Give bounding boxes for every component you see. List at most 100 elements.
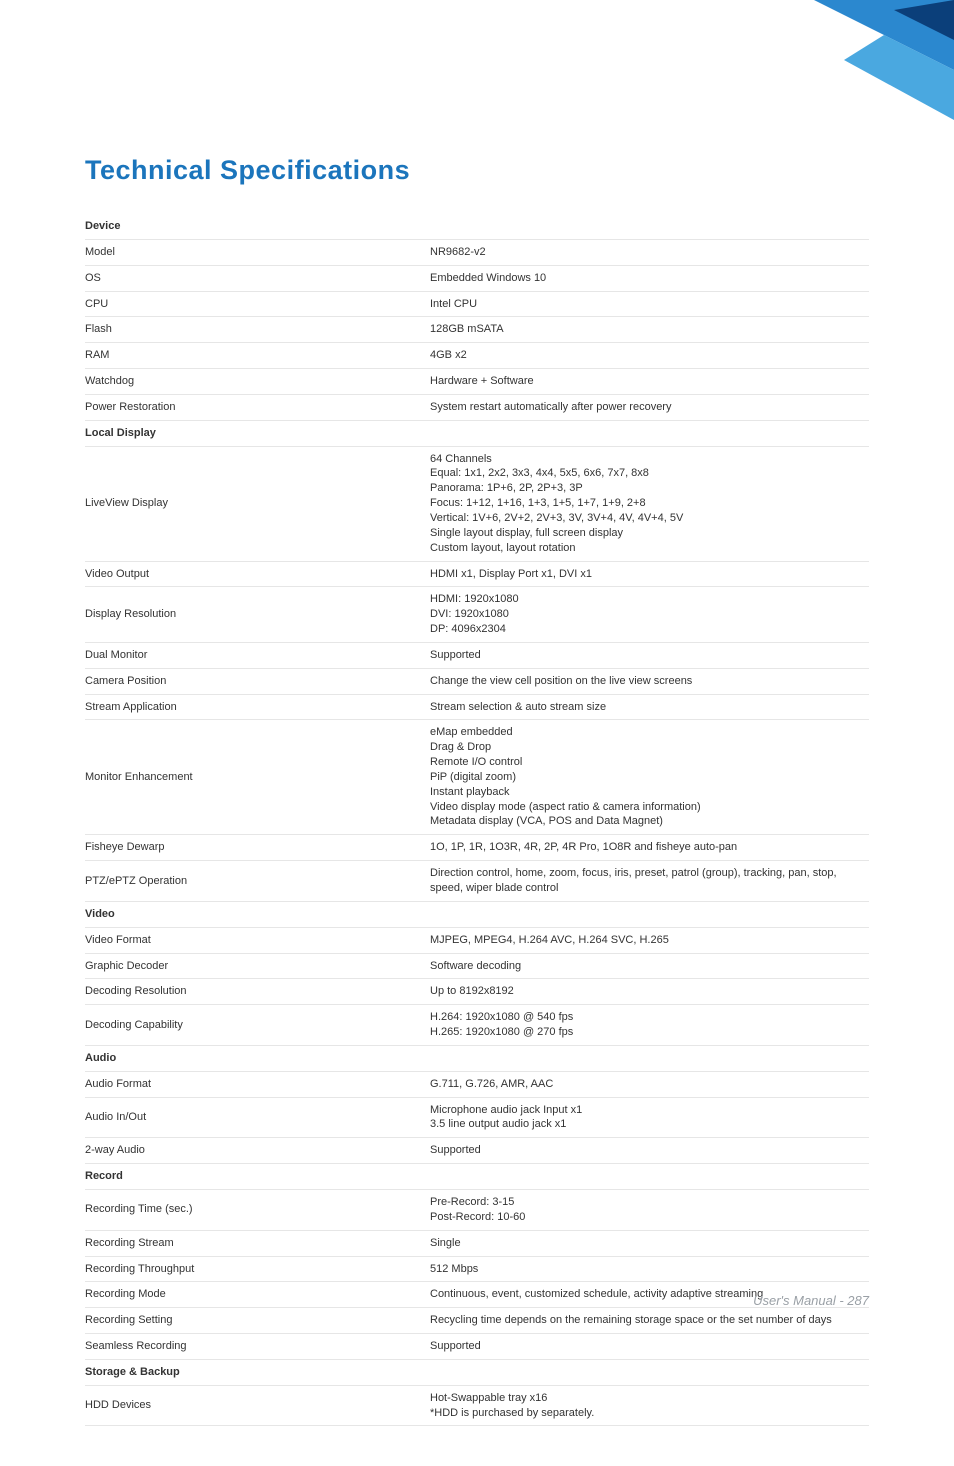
spec-row: Camera PositionChange the view cell posi…: [85, 668, 869, 694]
spec-value: Recycling time depends on the remaining …: [430, 1308, 869, 1334]
spec-value: Supported: [430, 1334, 869, 1360]
spec-row: Recording StreamSingle: [85, 1230, 869, 1256]
spec-value: NR9682-v2: [430, 239, 869, 265]
spec-row: Monitor EnhancementeMap embedded Drag & …: [85, 720, 869, 835]
spec-row: Audio FormatG.711, G.726, AMR, AAC: [85, 1071, 869, 1097]
spec-label: CPU: [85, 291, 430, 317]
spec-row: Seamless RecordingSupported: [85, 1334, 869, 1360]
spec-value: Supported: [430, 642, 869, 668]
spec-row: Recording Throughput512 Mbps: [85, 1256, 869, 1282]
spec-label: Model: [85, 239, 430, 265]
spec-row: Decoding CapabilityH.264: 1920x1080 @ 54…: [85, 1005, 869, 1046]
spec-value: HDMI x1, Display Port x1, DVI x1: [430, 561, 869, 587]
section-title: Storage & Backup: [85, 1359, 869, 1385]
spec-row: Dual MonitorSupported: [85, 642, 869, 668]
spec-value: Direction control, home, zoom, focus, ir…: [430, 861, 869, 902]
spec-label: OS: [85, 265, 430, 291]
spec-row: Fisheye Dewarp1O, 1P, 1R, 1O3R, 4R, 2P, …: [85, 835, 869, 861]
section-title: Audio: [85, 1045, 869, 1071]
spec-label: Watchdog: [85, 369, 430, 395]
spec-row: Decoding ResolutionUp to 8192x8192: [85, 979, 869, 1005]
page-content: Technical Specifications DeviceModelNR96…: [0, 0, 954, 1466]
spec-row: Recording ModeContinuous, event, customi…: [85, 1282, 869, 1308]
spec-row: Audio In/OutMicrophone audio jack Input …: [85, 1097, 869, 1138]
spec-label: Monitor Enhancement: [85, 720, 430, 835]
spec-value: Hardware + Software: [430, 369, 869, 395]
section-title: Device: [85, 214, 869, 239]
spec-row: CPUIntel CPU: [85, 291, 869, 317]
spec-value: Stream selection & auto stream size: [430, 694, 869, 720]
spec-row: Power RestorationSystem restart automati…: [85, 394, 869, 420]
spec-label: Fisheye Dewarp: [85, 835, 430, 861]
spec-value: Up to 8192x8192: [430, 979, 869, 1005]
spec-value: 1O, 1P, 1R, 1O3R, 4R, 2P, 4R Pro, 1O8R a…: [430, 835, 869, 861]
section-header: Device: [85, 214, 869, 239]
spec-value: 4GB x2: [430, 343, 869, 369]
spec-value: eMap embedded Drag & Drop Remote I/O con…: [430, 720, 869, 835]
spec-row: Recording SettingRecycling time depends …: [85, 1308, 869, 1334]
spec-value: Supported: [430, 1138, 869, 1164]
spec-label: Video Format: [85, 927, 430, 953]
spec-label: LiveView Display: [85, 446, 430, 561]
page-footer: User's Manual - 287: [753, 1293, 869, 1308]
page-title: Technical Specifications: [85, 155, 869, 186]
spec-value: Hot-Swappable tray x16 *HDD is purchased…: [430, 1385, 869, 1426]
spec-row: Video OutputHDMI x1, Display Port x1, DV…: [85, 561, 869, 587]
spec-label: PTZ/ePTZ Operation: [85, 861, 430, 902]
spec-table: DeviceModelNR9682-v2OSEmbedded Windows 1…: [85, 214, 869, 1426]
spec-label: Recording Mode: [85, 1282, 430, 1308]
section-header: Local Display: [85, 420, 869, 446]
spec-label: Flash: [85, 317, 430, 343]
spec-label: 2-way Audio: [85, 1138, 430, 1164]
spec-label: Power Restoration: [85, 394, 430, 420]
spec-label: Decoding Resolution: [85, 979, 430, 1005]
spec-value: Embedded Windows 10: [430, 265, 869, 291]
spec-value: MJPEG, MPEG4, H.264 AVC, H.264 SVC, H.26…: [430, 927, 869, 953]
spec-row: WatchdogHardware + Software: [85, 369, 869, 395]
section-header: Video: [85, 901, 869, 927]
section-header: Record: [85, 1164, 869, 1190]
spec-value: Change the view cell position on the liv…: [430, 668, 869, 694]
spec-label: Seamless Recording: [85, 1334, 430, 1360]
spec-label: Display Resolution: [85, 587, 430, 643]
spec-row: Video FormatMJPEG, MPEG4, H.264 AVC, H.2…: [85, 927, 869, 953]
spec-row: LiveView Display64 Channels Equal: 1x1, …: [85, 446, 869, 561]
spec-value: G.711, G.726, AMR, AAC: [430, 1071, 869, 1097]
spec-row: 2-way AudioSupported: [85, 1138, 869, 1164]
spec-row: OSEmbedded Windows 10: [85, 265, 869, 291]
section-title: Video: [85, 901, 869, 927]
spec-value: 64 Channels Equal: 1x1, 2x2, 3x3, 4x4, 5…: [430, 446, 869, 561]
section-title: Local Display: [85, 420, 869, 446]
spec-label: Recording Throughput: [85, 1256, 430, 1282]
spec-value: 128GB mSATA: [430, 317, 869, 343]
spec-value: System restart automatically after power…: [430, 394, 869, 420]
spec-label: Video Output: [85, 561, 430, 587]
spec-label: Audio Format: [85, 1071, 430, 1097]
spec-value: H.264: 1920x1080 @ 540 fps H.265: 1920x1…: [430, 1005, 869, 1046]
spec-row: Stream ApplicationStream selection & aut…: [85, 694, 869, 720]
spec-row: Recording Time (sec.)Pre-Record: 3-15 Po…: [85, 1189, 869, 1230]
spec-value: Intel CPU: [430, 291, 869, 317]
spec-label: Recording Stream: [85, 1230, 430, 1256]
spec-label: Recording Setting: [85, 1308, 430, 1334]
spec-label: Decoding Capability: [85, 1005, 430, 1046]
spec-row: PTZ/ePTZ OperationDirection control, hom…: [85, 861, 869, 902]
spec-value: 512 Mbps: [430, 1256, 869, 1282]
spec-value: Single: [430, 1230, 869, 1256]
spec-label: Graphic Decoder: [85, 953, 430, 979]
section-header: Storage & Backup: [85, 1359, 869, 1385]
spec-label: Audio In/Out: [85, 1097, 430, 1138]
section-header: Audio: [85, 1045, 869, 1071]
corner-decoration: [694, 0, 954, 120]
spec-value: Microphone audio jack Input x1 3.5 line …: [430, 1097, 869, 1138]
spec-row: RAM4GB x2: [85, 343, 869, 369]
spec-value: Software decoding: [430, 953, 869, 979]
spec-label: Camera Position: [85, 668, 430, 694]
spec-label: Dual Monitor: [85, 642, 430, 668]
section-title: Record: [85, 1164, 869, 1190]
spec-row: Display ResolutionHDMI: 1920x1080 DVI: 1…: [85, 587, 869, 643]
spec-label: Stream Application: [85, 694, 430, 720]
spec-label: Recording Time (sec.): [85, 1189, 430, 1230]
spec-row: ModelNR9682-v2: [85, 239, 869, 265]
spec-row: HDD DevicesHot-Swappable tray x16 *HDD i…: [85, 1385, 869, 1426]
